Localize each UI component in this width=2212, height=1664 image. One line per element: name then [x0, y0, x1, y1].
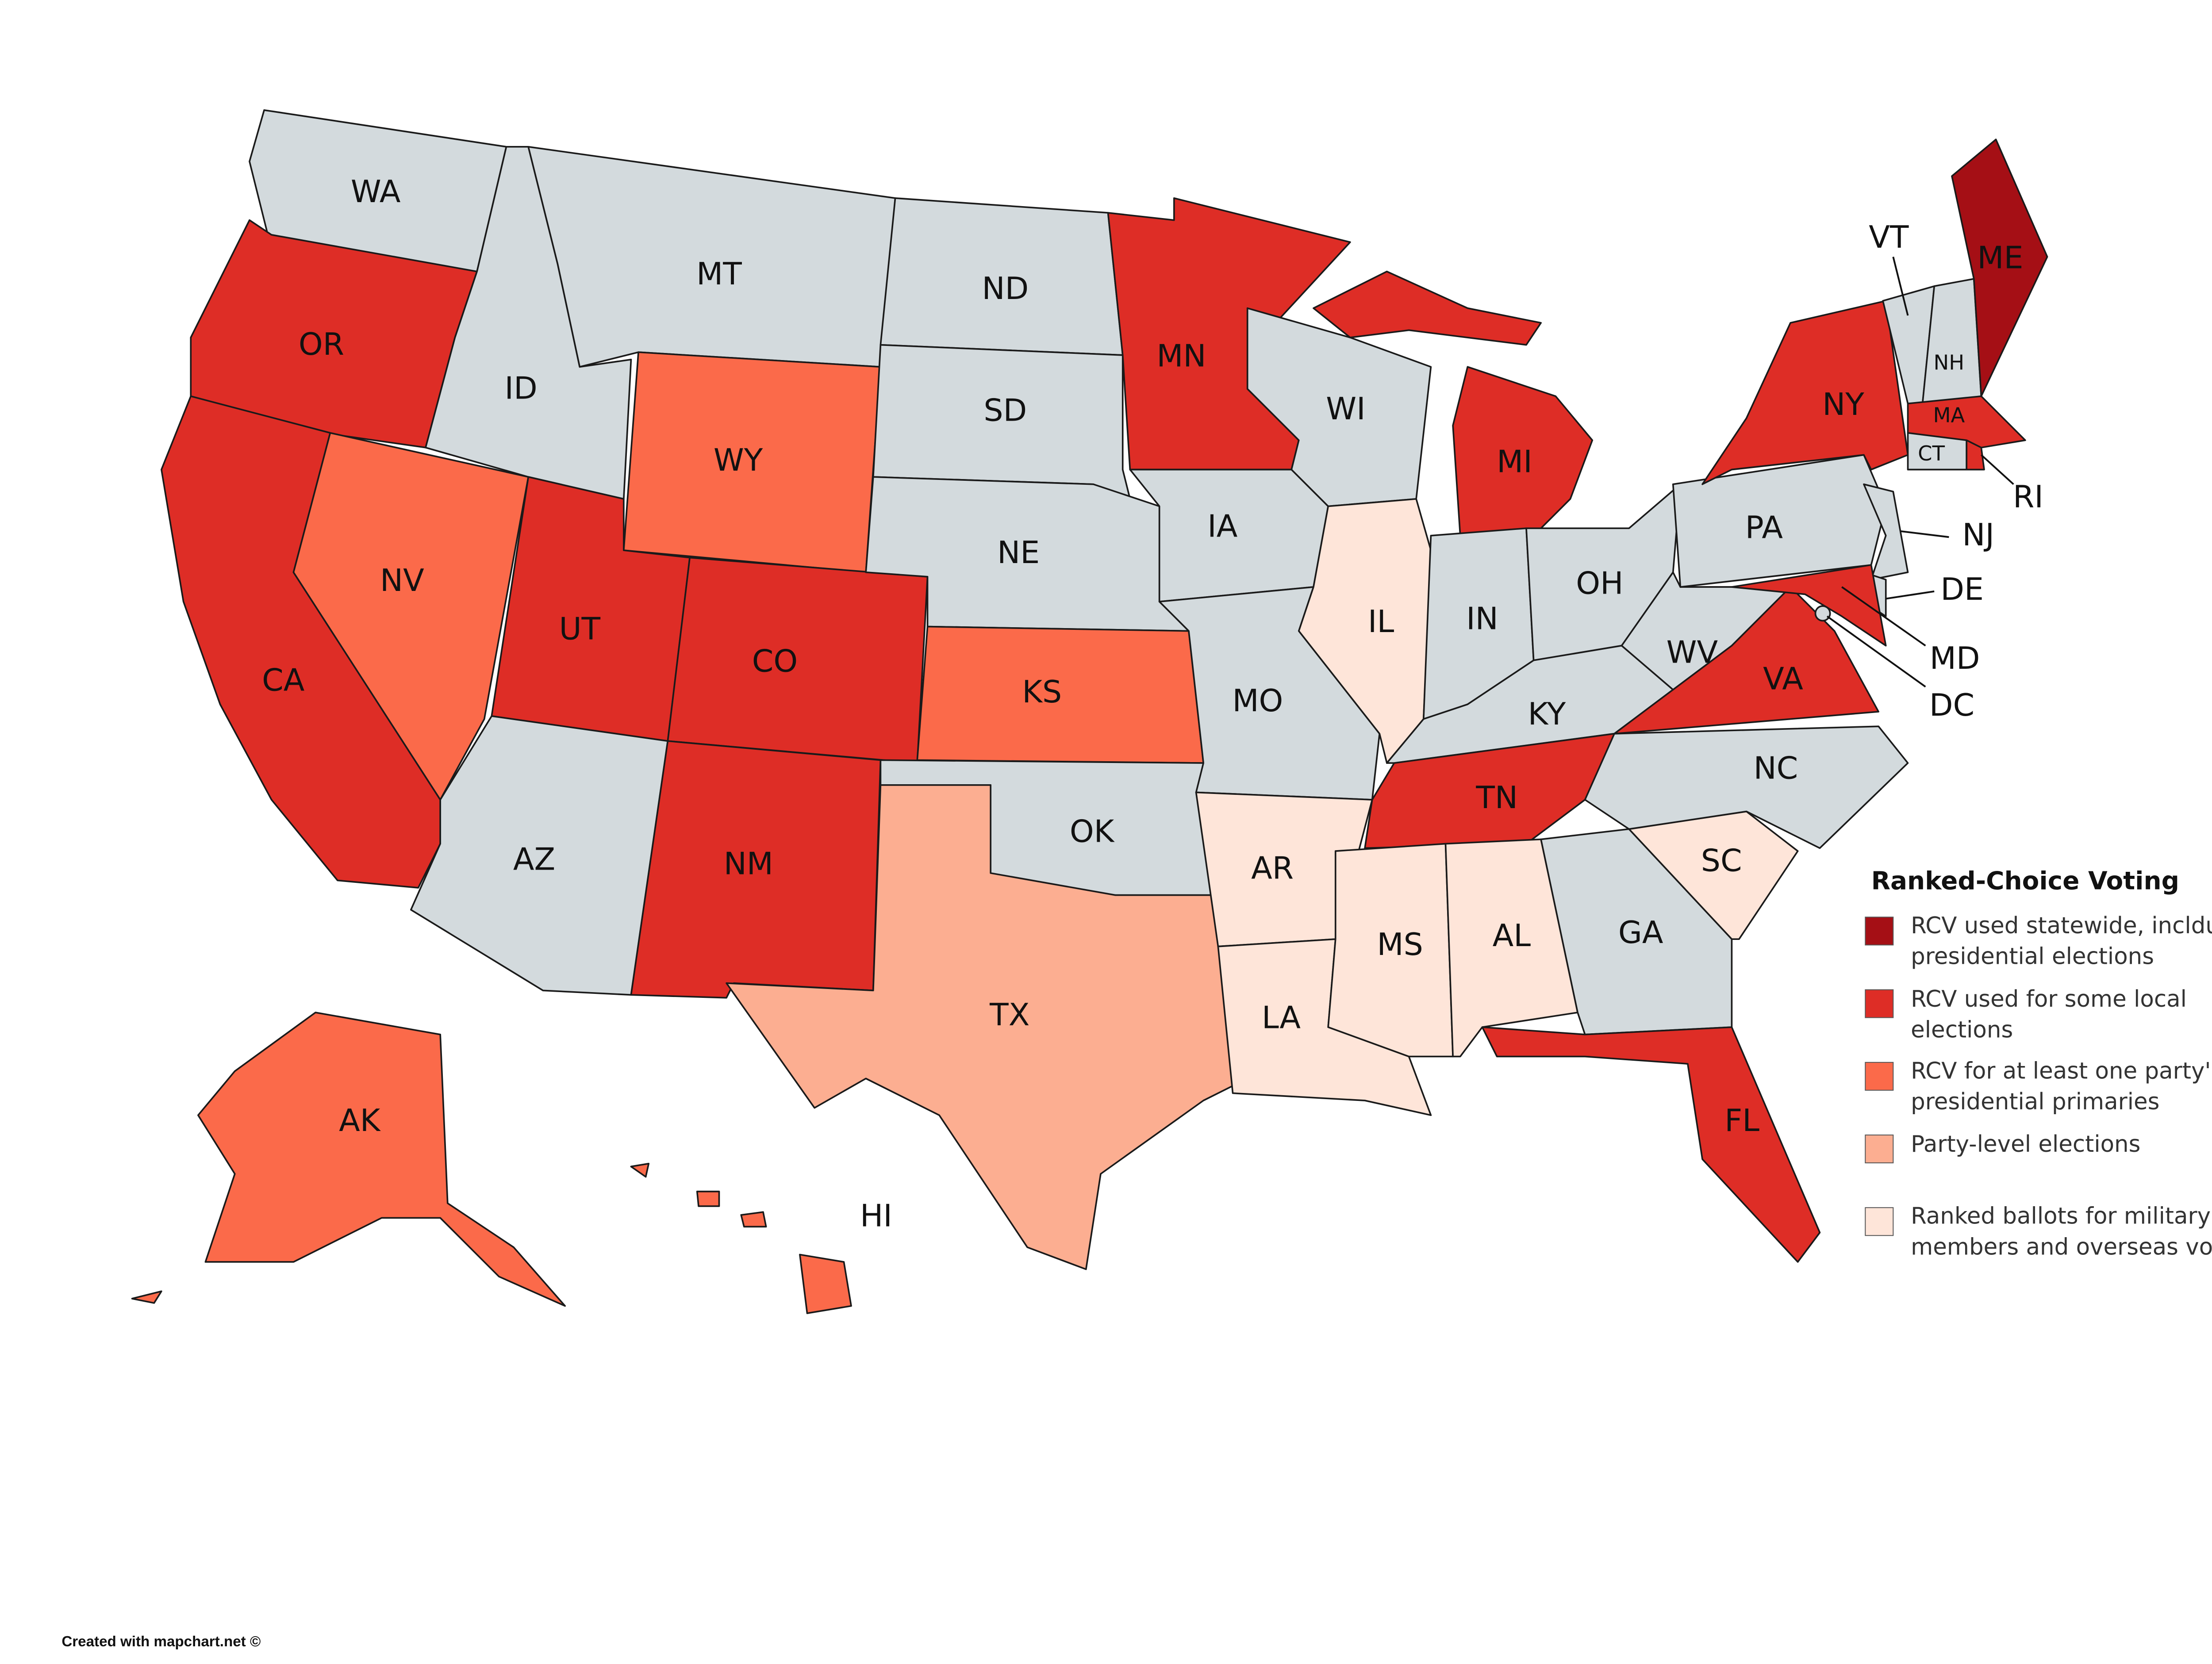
state-label: OR	[299, 326, 344, 362]
legend-entry: RCV for at least one party's presidentia…	[1911, 1058, 2212, 1116]
state-label: TN	[1475, 780, 1518, 816]
state	[1863, 483, 1909, 581]
legend-entry: RCV used statewide, inclduing presidenti…	[1911, 913, 2212, 970]
state	[740, 1211, 767, 1228]
state-label: NJ	[1962, 517, 1994, 553]
state-label: IL	[1368, 604, 1394, 640]
state-label: IN	[1466, 601, 1498, 636]
state	[1907, 395, 2026, 449]
state	[799, 1254, 852, 1314]
state-label: ND	[982, 271, 1029, 307]
state	[1701, 300, 1909, 485]
state	[1951, 138, 2048, 397]
state-label: AZ	[513, 841, 555, 877]
state	[630, 1162, 650, 1178]
state	[1481, 1026, 1821, 1263]
state-label: VT	[1869, 219, 1909, 255]
state	[292, 432, 530, 801]
state-label: FL	[1724, 1103, 1759, 1139]
state	[1313, 270, 1542, 346]
state-label: MN	[1156, 338, 1206, 374]
state-label: OK	[1070, 813, 1115, 849]
legend-label: Party-level elections	[1911, 1131, 2141, 1157]
state-label: UT	[559, 611, 601, 647]
state-label: NM	[724, 846, 773, 882]
state	[197, 1012, 566, 1307]
state	[696, 1190, 720, 1207]
state-label: TX	[989, 997, 1029, 1033]
legend-label: RCV used for some local elections	[1911, 985, 2187, 1043]
state-label: RI	[2013, 479, 2043, 515]
credit: Created with mapchart.net ©	[61, 1633, 261, 1650]
state-label: CA	[262, 663, 305, 698]
state-label: WA	[351, 174, 401, 210]
state-label: AL	[1493, 918, 1531, 954]
states	[131, 109, 2048, 1314]
state-label: IA	[1207, 508, 1238, 544]
state-label: MO	[1232, 683, 1283, 719]
state-label: AK	[339, 1103, 381, 1139]
state-label: WV	[1667, 635, 1718, 671]
state-label: MA	[1933, 403, 1965, 427]
state	[1584, 725, 1909, 849]
state-label: NV	[380, 563, 424, 598]
state-label: KS	[1022, 674, 1062, 710]
state-labels: WA OR CA NV ID MT WY UT CO AZ NM ND SD NE KS OK TX MN IA MO…	[262, 174, 2043, 1234]
state-label: VA	[1763, 661, 1803, 697]
leader-line	[1892, 257, 1909, 316]
leader-line	[1900, 530, 1949, 538]
state-label: AR	[1251, 850, 1294, 886]
state-label: HI	[860, 1198, 892, 1234]
state-label: OH	[1576, 566, 1623, 602]
state	[1672, 454, 1887, 588]
state-label: NY	[1822, 387, 1864, 422]
state	[726, 784, 1234, 1270]
legend-swatch	[1865, 916, 1894, 946]
state-label: SD	[983, 392, 1027, 428]
state-label: KY	[1528, 696, 1566, 732]
legend: RCV used statewide, inclduing presidenti…	[1865, 913, 2212, 1261]
state	[1452, 366, 1594, 537]
state-label: ID	[505, 371, 538, 406]
legend-swatch	[1865, 1062, 1894, 1091]
state-label: PA	[1745, 510, 1783, 546]
state-label: WY	[714, 442, 763, 478]
state-label: CO	[752, 644, 798, 679]
state-label: MI	[1497, 444, 1532, 479]
state-label: MT	[696, 256, 742, 292]
state-label: WI	[1326, 391, 1365, 427]
state	[131, 1290, 162, 1304]
state	[1814, 605, 1831, 622]
legend-swatch	[1865, 989, 1894, 1018]
state-label: SC	[1701, 843, 1742, 879]
state-label: MD	[1930, 640, 1980, 676]
legend-entry: RCV used for some local elections	[1911, 985, 2187, 1043]
legend-label: RCV for at least one party's presidentia…	[1911, 1058, 2212, 1116]
state-label: MS	[1377, 927, 1423, 962]
legend-title: Ranked-Choice Voting	[1871, 867, 2179, 895]
legend-swatch	[1865, 1135, 1894, 1164]
legend-label: Ranked ballots for military members and …	[1911, 1203, 2212, 1261]
legend-swatch	[1865, 1207, 1894, 1236]
state-label: NE	[997, 535, 1040, 571]
state-label: NC	[1754, 751, 1798, 786]
legend-label: RCV used statewide, inclduing presidenti…	[1911, 913, 2212, 970]
legend-entry: Party-level elections	[1911, 1131, 2141, 1157]
state-label: DE	[1940, 571, 1984, 607]
legend-entry: Ranked ballots for military members and …	[1911, 1203, 2212, 1261]
state	[1731, 564, 1887, 647]
leader-line	[1886, 590, 1935, 600]
state-label: NH	[1934, 350, 1965, 374]
state-label: CT	[1918, 441, 1945, 465]
leader-line	[1841, 586, 1926, 647]
state-label: LA	[1262, 1000, 1301, 1036]
state-label: ME	[1977, 240, 2023, 276]
state	[1966, 439, 1985, 471]
state-label: DC	[1929, 687, 1974, 723]
leader-line	[1981, 454, 2014, 485]
state-label: GA	[1618, 915, 1663, 951]
leader-line	[1826, 615, 1926, 688]
